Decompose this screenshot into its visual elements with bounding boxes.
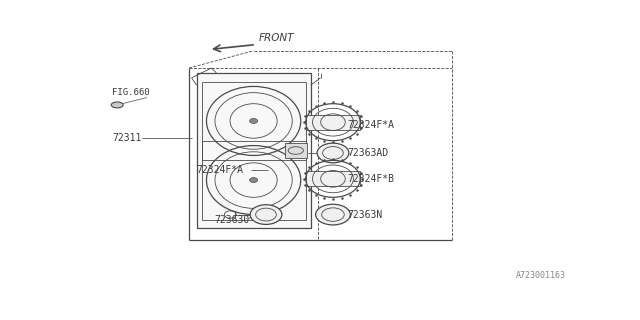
Polygon shape	[196, 73, 310, 228]
Ellipse shape	[250, 118, 257, 124]
Ellipse shape	[250, 178, 257, 182]
Text: 72324F*B: 72324F*B	[348, 174, 395, 184]
Text: 72363AD: 72363AD	[348, 148, 389, 158]
Text: 72324F*A: 72324F*A	[348, 120, 395, 130]
Text: A723001163: A723001163	[516, 271, 566, 280]
Polygon shape	[306, 115, 360, 130]
Ellipse shape	[250, 205, 282, 224]
Ellipse shape	[317, 143, 349, 163]
Ellipse shape	[111, 102, 123, 108]
Polygon shape	[285, 143, 307, 157]
Text: 72311: 72311	[112, 133, 141, 143]
Text: FRONT: FRONT	[259, 33, 294, 43]
Text: 72363N: 72363N	[348, 210, 383, 220]
Text: 72324F*A: 72324F*A	[196, 165, 244, 175]
Text: FIG.660: FIG.660	[112, 88, 150, 97]
Text: 723630: 723630	[214, 214, 249, 225]
Polygon shape	[306, 172, 360, 186]
Ellipse shape	[316, 204, 350, 225]
